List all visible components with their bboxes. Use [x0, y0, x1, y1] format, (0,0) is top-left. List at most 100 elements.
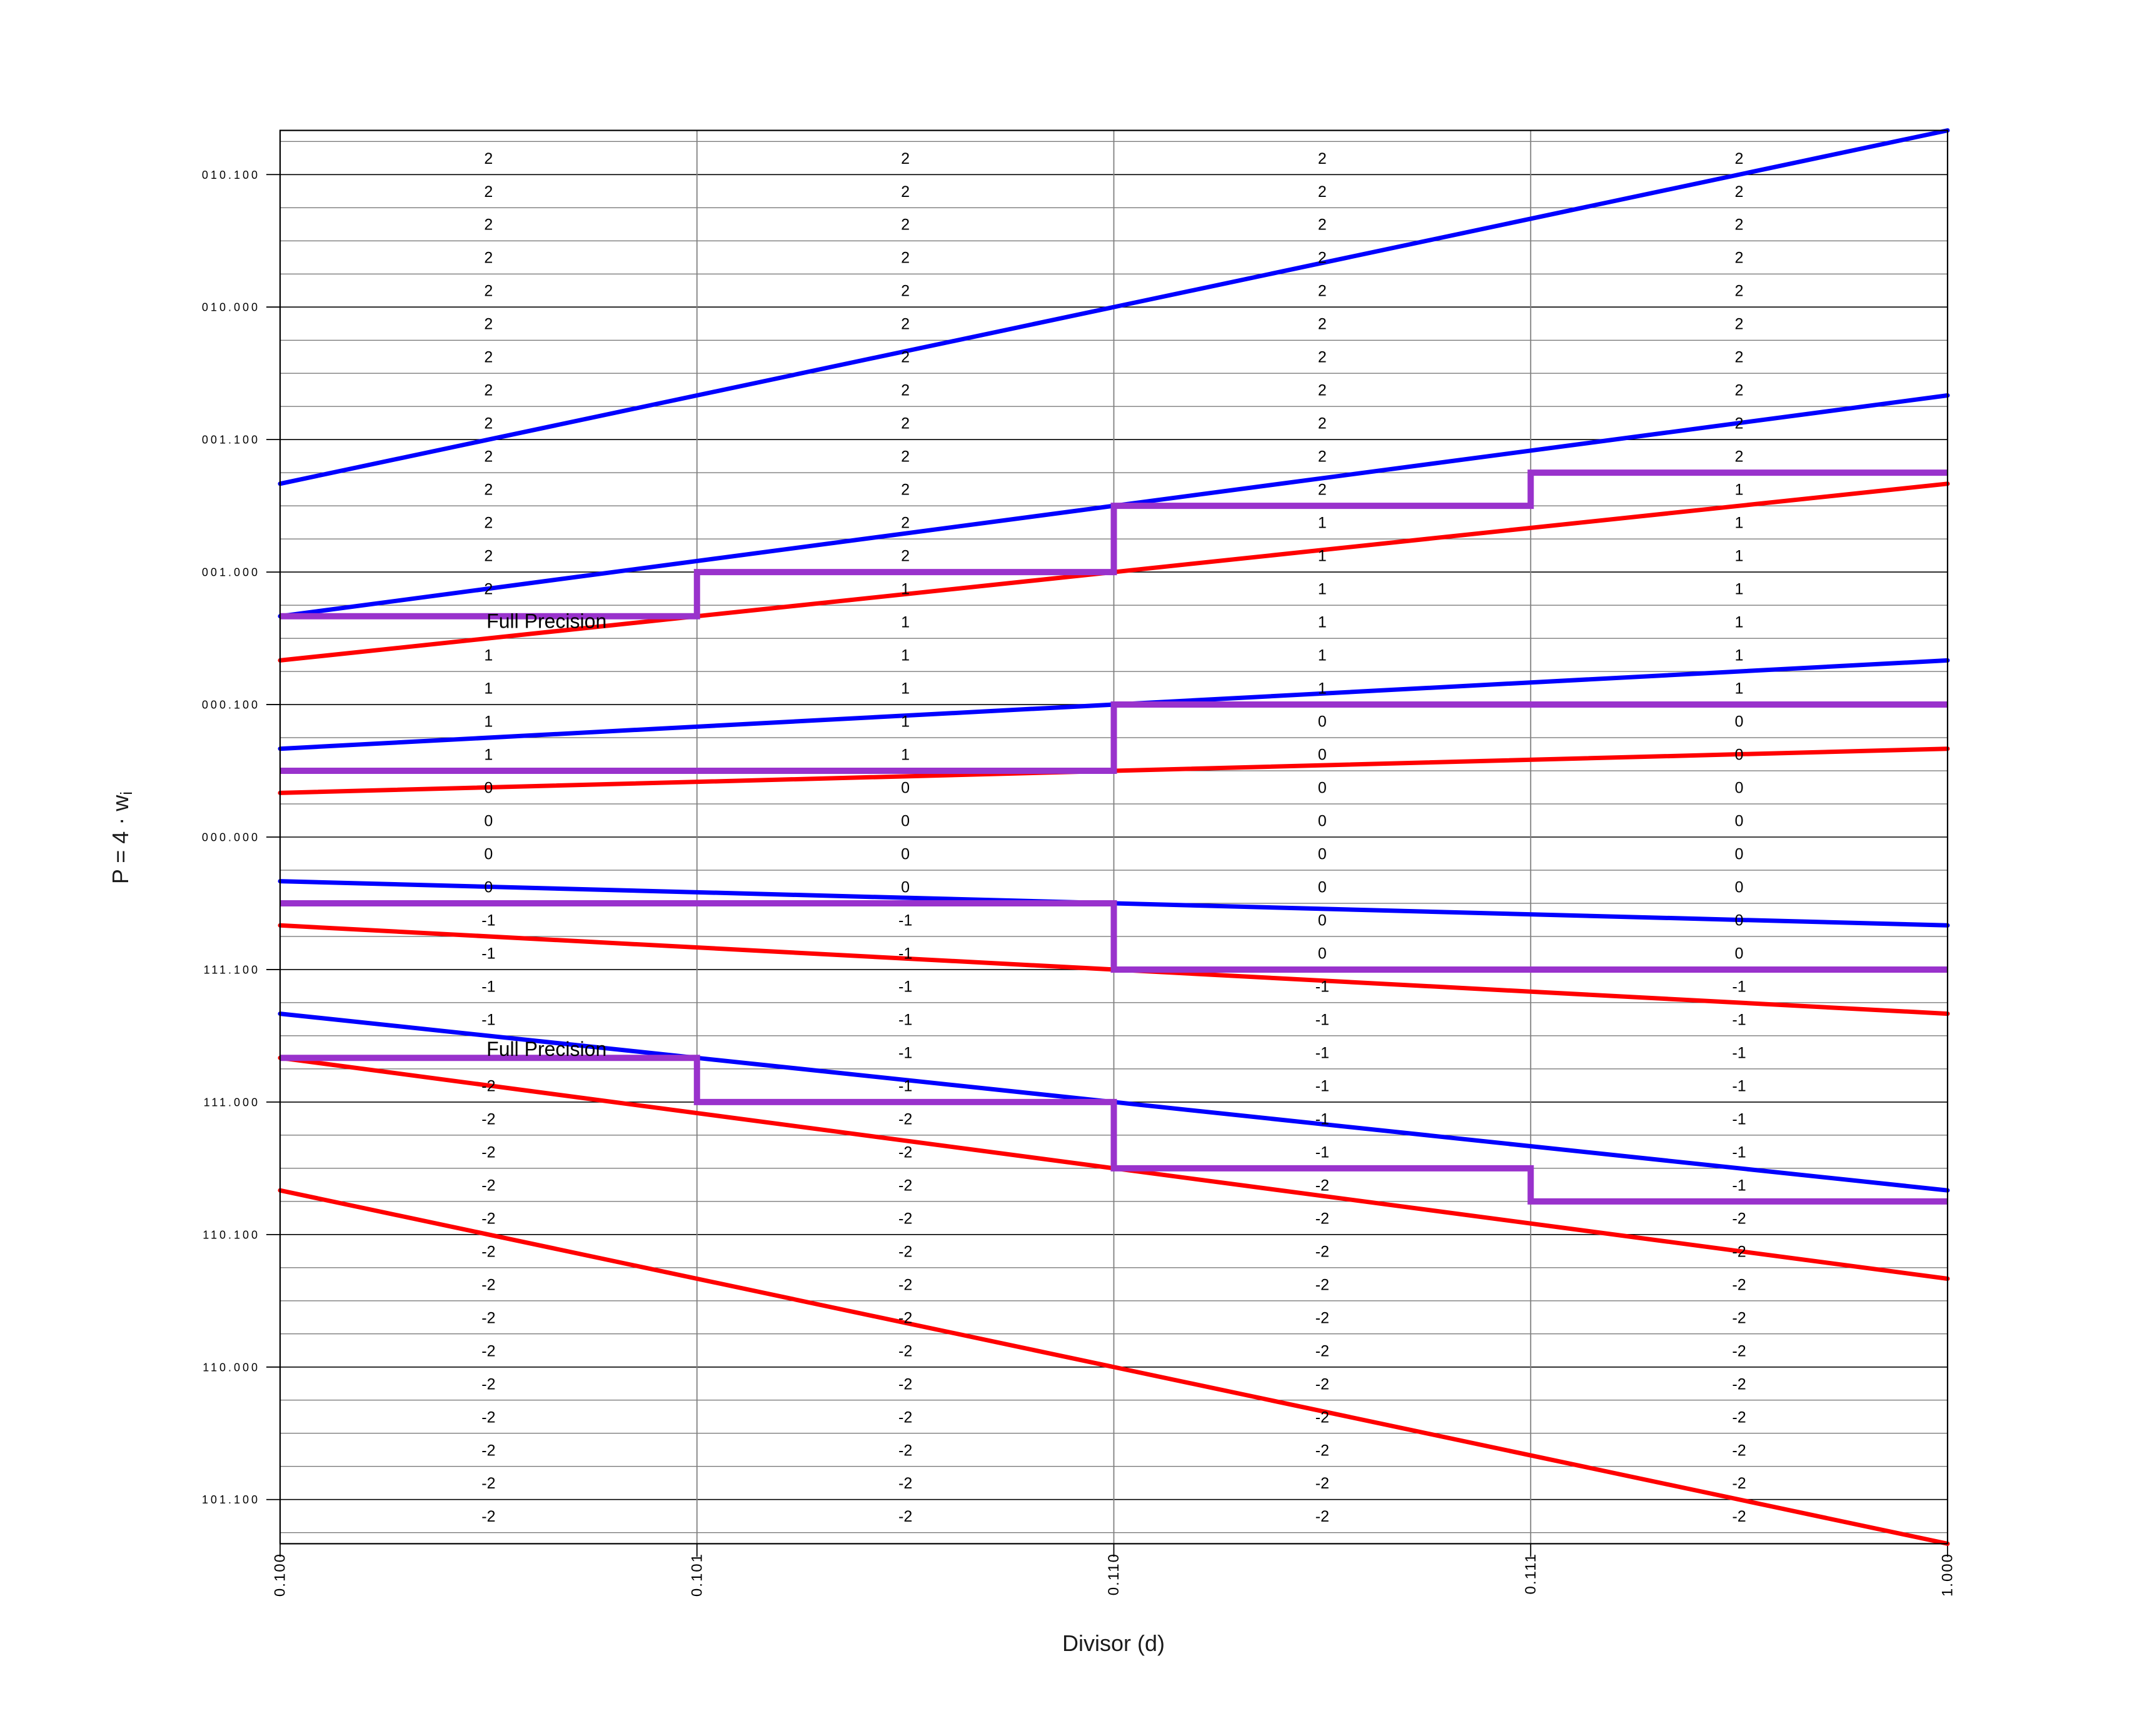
quotient-digit-cell: -2 [898, 1442, 912, 1459]
quotient-digit-cell: 1 [1318, 514, 1327, 532]
y-tick-label: 111.000 [204, 1096, 260, 1108]
quotient-digit-cell: 2 [1735, 249, 1744, 267]
quotient-digit-cell: -2 [481, 1309, 495, 1327]
quotient-digit-cell: 2 [484, 382, 493, 399]
y-tick-label: 010.100 [202, 169, 260, 181]
quotient-digit-cell: 2 [1318, 283, 1327, 300]
quotient-digit-cell: 0 [1318, 945, 1327, 962]
quotient-digit-cell: 0 [901, 878, 910, 896]
quotient-digit-cell: 1 [484, 713, 493, 731]
quotient-digit-cell: -2 [481, 1210, 495, 1227]
quotient-digit-cell: 1 [1735, 680, 1744, 698]
x-tick-label: 0.101 [688, 1553, 705, 1597]
quotient-digit-cell: 2 [1735, 316, 1744, 333]
quotient-digit-cell: -1 [1732, 1110, 1746, 1128]
quotient-digit-cell: 2 [1735, 283, 1744, 300]
quotient-digit-cell: 2 [484, 216, 493, 234]
quotient-digit-cell: -2 [1315, 1375, 1329, 1393]
y-axis-title-main: P = 4 · w [108, 795, 133, 884]
quotient-digit-cell: 2 [1318, 415, 1327, 433]
y-tick-label: 111.100 [204, 963, 260, 976]
quotient-digit-cell: -1 [1315, 978, 1329, 995]
quotient-digit-cell: 0 [1318, 780, 1327, 797]
y-tick-label: 101.100 [202, 1493, 260, 1506]
quotient-digit-cell: 1 [1735, 548, 1744, 565]
quotient-digit-cell: 2 [901, 249, 910, 267]
quotient-digit-cell: 2 [901, 514, 910, 532]
quotient-digit-cell: 1 [1735, 581, 1744, 598]
quotient-digit-cell: -1 [1732, 978, 1746, 995]
y-tick-label: 110.000 [203, 1361, 260, 1373]
quotient-digit-cell: -2 [898, 1508, 912, 1525]
quotient-digit-cell: 0 [1735, 911, 1744, 929]
y-tick-label: 000.100 [202, 699, 260, 711]
quotient-digit-cell: -2 [898, 1276, 912, 1293]
quotient-digit-cell: 1 [1735, 647, 1744, 665]
quotient-digit-cell: 0 [1318, 713, 1327, 731]
quotient-digit-cell: -2 [481, 1177, 495, 1194]
quotient-digit-cell: -2 [898, 1243, 912, 1260]
quotient-digit-cell: -2 [1732, 1442, 1746, 1459]
quotient-digit-cell: 0 [484, 813, 493, 830]
x-axis-title: Divisor (d) [1062, 1630, 1165, 1656]
y-tick-label: 001.100 [202, 434, 260, 446]
quotient-digit-cell: 2 [1318, 316, 1327, 333]
quotient-digit-cell: -2 [481, 1342, 495, 1360]
quotient-digit-cell: 0 [1735, 845, 1744, 863]
quotient-digit-cell: 1 [1735, 481, 1744, 499]
y-tick-label: 000.000 [202, 831, 260, 844]
quotient-digit-cell: 1 [901, 581, 910, 598]
quotient-digit-cell: 2 [484, 150, 493, 168]
quotient-digit-cell: -1 [481, 978, 495, 995]
quotient-digit-cell: 1 [1318, 647, 1327, 665]
quotient-digit-cell: 2 [484, 283, 493, 300]
quotient-digit-cell: 0 [1318, 813, 1327, 830]
quotient-digit-cell: -2 [1732, 1375, 1746, 1393]
quotient-digit-cell: -1 [898, 1011, 912, 1028]
quotient-digit-cell: 2 [484, 581, 493, 598]
staircase-q2-q1-boundary [280, 469, 1948, 620]
quotient-digit-cell: -1 [1732, 1143, 1746, 1161]
x-tick-label: 0.111 [1522, 1553, 1539, 1595]
quotient-digit-cell: -2 [1732, 1210, 1746, 1227]
quotient-digit-cell: -2 [1315, 1475, 1329, 1492]
quotient-digit-cell: 1 [1735, 514, 1744, 532]
quotient-digit-cell: 0 [1735, 813, 1744, 830]
quotient-digit-cell: 2 [1735, 415, 1744, 433]
bound-line-U2 [278, 128, 1950, 486]
quotient-digit-cell: -1 [1732, 1044, 1746, 1061]
quotient-digit-cell: 2 [901, 382, 910, 399]
quotient-digit-cell: 2 [1318, 183, 1327, 201]
quotient-digit-cell: 0 [484, 780, 493, 797]
quotient-digit-cell: 2 [1735, 150, 1744, 168]
quotient-digit-cell: -2 [1732, 1309, 1746, 1327]
quotient-digit-cell: -2 [1315, 1342, 1329, 1360]
quotient-digit-cell: 1 [1318, 614, 1327, 631]
quotient-digit-cell: -1 [898, 1077, 912, 1095]
bound-line-L-2 [278, 1188, 1950, 1546]
quotient-digit-cell: 1 [901, 647, 910, 665]
y-tick-label: 010.000 [202, 301, 260, 314]
quotient-digit-cell: -1 [1732, 1177, 1746, 1194]
quotient-digit-cell: 2 [1318, 481, 1327, 499]
quotient-digit-cell: 2 [1318, 448, 1327, 466]
quotient-digit-cell: -2 [1315, 1177, 1329, 1194]
quotient-digit-cell: 2 [484, 249, 493, 267]
quotient-digit-cell: 2 [484, 316, 493, 333]
quotient-digit-cell: 2 [484, 415, 493, 433]
quotient-digit-cell: 0 [901, 780, 910, 797]
full-precision-label: Full Precision [486, 610, 606, 633]
quotient-digit-cell: 0 [484, 878, 493, 896]
quotient-digit-cell: 2 [1318, 150, 1327, 168]
quotient-digit-cell: 2 [1735, 382, 1744, 399]
quotient-digit-cell: -2 [1315, 1442, 1329, 1459]
quotient-digit-cell: -1 [481, 911, 495, 929]
quotient-digit-cell: 2 [901, 548, 910, 565]
quotient-digit-cell: -2 [481, 1475, 495, 1492]
quotient-digit-cell: -2 [898, 1110, 912, 1128]
quotient-digit-cell: 2 [484, 349, 493, 366]
quotient-digit-cell: 0 [901, 845, 910, 863]
quotient-digit-cell: -2 [1315, 1309, 1329, 1327]
quotient-digit-cell: 2 [484, 448, 493, 466]
